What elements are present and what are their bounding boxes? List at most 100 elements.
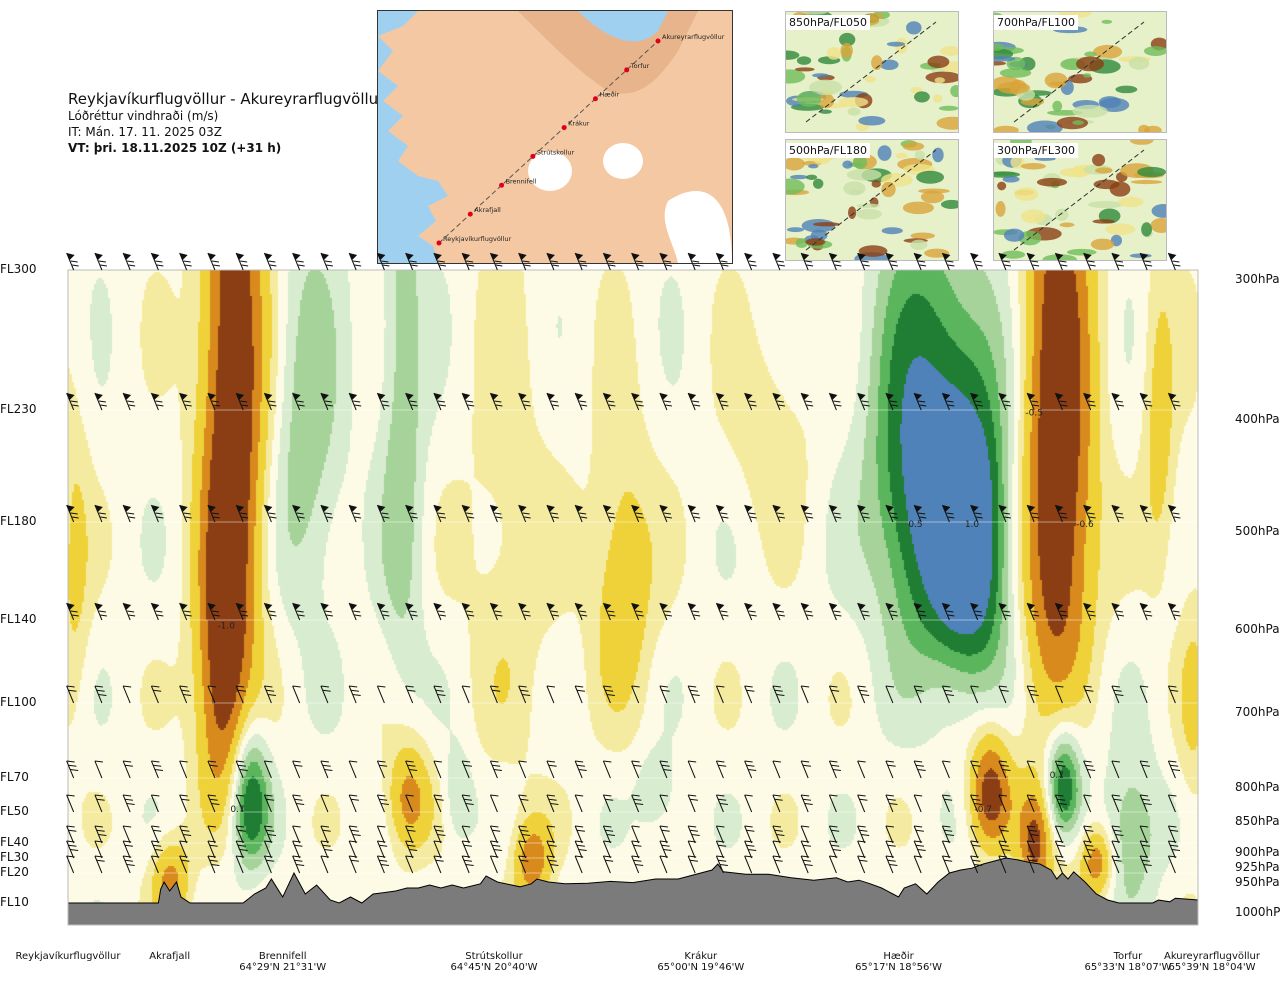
wind-barb xyxy=(94,602,107,621)
wind-barb xyxy=(602,504,616,523)
wind-barb xyxy=(263,685,276,704)
wind-barb xyxy=(800,504,814,523)
panel-field-cell xyxy=(805,238,826,246)
wind-barb xyxy=(998,855,1007,874)
contour-label: -0.6 xyxy=(1076,520,1094,530)
pressure-label: 1000hPa xyxy=(1235,905,1280,919)
wind-barb xyxy=(263,855,275,874)
wind-barb xyxy=(631,685,640,704)
wind-barb xyxy=(66,840,79,859)
wind-barb xyxy=(461,760,472,779)
wind-barb xyxy=(913,252,927,271)
wind-barb xyxy=(659,855,668,874)
wind-barb xyxy=(518,825,531,844)
panel-field-cell xyxy=(999,68,1032,78)
wind-barb xyxy=(659,760,672,779)
panel-background xyxy=(786,12,958,132)
pressure-label: 500hPa xyxy=(1235,524,1280,538)
issue-time: IT: Mán. 17. 11. 2025 03Z xyxy=(68,125,222,139)
wind-barb xyxy=(518,855,529,874)
wind-barb xyxy=(857,794,868,813)
panel-field-cell xyxy=(877,145,892,161)
wind-barb xyxy=(715,602,729,621)
glacier xyxy=(664,191,732,263)
wind-barb xyxy=(207,252,220,271)
wind-barb xyxy=(744,825,755,844)
wind-barb xyxy=(207,794,220,813)
wind-barb xyxy=(941,855,953,874)
wind-barb xyxy=(941,685,954,704)
pressure-label: 400hPa xyxy=(1235,412,1280,426)
wind-barb xyxy=(150,794,160,813)
panel-field-cell xyxy=(934,77,945,84)
wind-barb xyxy=(1111,504,1124,523)
panel-field-cell xyxy=(1093,44,1123,59)
wind-barb xyxy=(292,685,301,704)
wind-barb xyxy=(1167,794,1177,813)
wind-barb xyxy=(574,392,588,411)
wind-barb xyxy=(1026,504,1040,523)
panel-field-cell xyxy=(1001,250,1026,259)
wind-barb xyxy=(1139,685,1149,704)
wind-barb xyxy=(574,825,585,844)
wind-barb xyxy=(66,504,79,523)
wind-barb xyxy=(574,685,585,704)
wind-barb xyxy=(348,825,361,844)
panel-field-cell xyxy=(1003,228,1025,242)
wind-barb xyxy=(800,855,813,874)
waypoint-coordinate: 64°45'N 20°40'W xyxy=(450,962,538,973)
wind-barb xyxy=(1111,825,1124,844)
wind-barb xyxy=(376,504,390,523)
panel-field-cell xyxy=(1092,153,1106,167)
wind-barb xyxy=(885,252,898,271)
wind-barb xyxy=(433,760,442,779)
wind-barb xyxy=(489,504,503,523)
svg-text:Reykjavíkurflugvöllur: Reykjavíkurflugvöllur xyxy=(443,235,512,243)
plot-border xyxy=(67,269,1199,926)
wind-barb xyxy=(546,855,559,874)
wind-barb xyxy=(602,685,615,704)
wind-barb xyxy=(179,855,190,874)
wind-barb xyxy=(94,855,105,874)
terrain-profile xyxy=(67,857,1199,926)
wind-barb xyxy=(885,794,898,813)
waypoint-label: Akrafjall xyxy=(110,951,230,962)
contour-label: -1.0 xyxy=(217,621,235,631)
wind-barb xyxy=(433,685,446,704)
variable-subtitle: Lóðréttur vindhraði (m/s) xyxy=(68,109,219,123)
wind-barb xyxy=(857,840,866,859)
wind-barb xyxy=(461,840,472,859)
pressure-label: 300hPa xyxy=(1235,272,1280,286)
wind-barb xyxy=(631,602,644,621)
wind-barb xyxy=(546,252,559,271)
wind-barb xyxy=(489,825,501,844)
panel-field-cell xyxy=(871,180,881,188)
panel-field-cell xyxy=(916,170,945,184)
wind-barb xyxy=(94,760,103,779)
wind-barb xyxy=(715,392,729,411)
wind-barb xyxy=(800,252,814,271)
wind-barb xyxy=(292,252,305,271)
wind-barb xyxy=(235,760,248,779)
wind-barb xyxy=(66,602,79,621)
wind-barb xyxy=(828,855,838,874)
wind-barb xyxy=(631,504,644,523)
wind-barb xyxy=(574,252,588,271)
panel-700: 700hPa/FL100 xyxy=(993,11,1167,133)
wind-barb xyxy=(320,504,333,523)
wind-barb xyxy=(376,685,386,704)
wind-barb xyxy=(828,504,842,523)
flight-level-label: FL300 xyxy=(0,262,37,276)
wind-barb xyxy=(518,685,531,704)
wind-barb xyxy=(320,392,333,411)
panel-field-cell xyxy=(1026,120,1063,132)
wind-barb xyxy=(602,252,616,271)
wind-barb xyxy=(772,685,785,704)
wind-barb xyxy=(885,855,898,874)
wind-barb xyxy=(998,760,1011,779)
panel-field-cell xyxy=(1052,100,1063,112)
waypoint-label: Krákur 65°00'N 19°46'W xyxy=(641,951,761,973)
wind-barb xyxy=(857,392,870,411)
wind-barb xyxy=(433,855,444,874)
wind-barb xyxy=(800,760,811,779)
